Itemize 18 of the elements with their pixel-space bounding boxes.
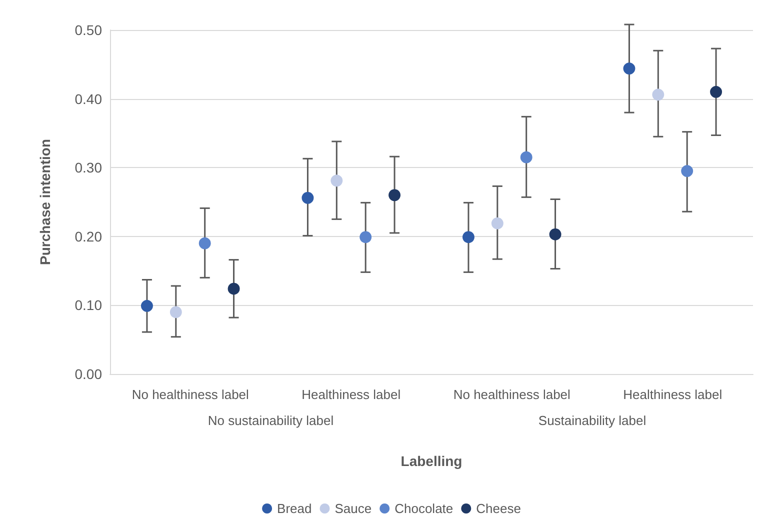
legend-label: Sauce	[334, 501, 372, 516]
y-tick-label: 0.40	[74, 90, 102, 107]
x-tick-label: No healthiness label	[132, 387, 250, 402]
legend-label: Chocolate	[394, 501, 454, 516]
y-axis-title: Purchase intention	[37, 138, 53, 266]
x-tick-label: Healthiness label	[302, 387, 401, 402]
y-tick-label: 0.20	[74, 228, 102, 244]
y-tick-label: 0.50	[74, 22, 102, 38]
y-tick-label: 0.30	[74, 160, 102, 176]
legend-label: Cheese	[476, 501, 521, 516]
y-tick-label: 0.00	[74, 366, 102, 382]
text: No sustainability label	[208, 413, 334, 428]
legend-label: Bread	[277, 501, 312, 516]
x-tick-label: No healthiness label	[453, 387, 571, 402]
x-axis-title: Labelling	[400, 453, 462, 469]
x-tick-label: Healthiness label	[623, 387, 722, 402]
y-tick-label: 0.10	[74, 297, 102, 314]
text: Sustainability label	[538, 413, 646, 428]
